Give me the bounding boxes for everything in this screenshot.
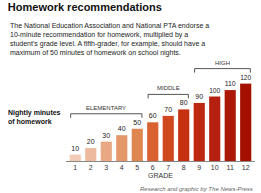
svg-text:60: 60 [149,112,157,119]
svg-text:10: 10 [71,145,79,152]
svg-text:4: 4 [120,164,124,171]
svg-text:HIGH: HIGH [215,60,230,66]
svg-text:5: 5 [135,164,139,171]
svg-text:11: 11 [227,164,234,171]
svg-text:The National Education Associa: The National Education Association and N… [10,22,209,57]
svg-text:120: 120 [240,74,251,81]
svg-text:1: 1 [73,164,77,171]
svg-text:70: 70 [164,106,172,113]
svg-text:30: 30 [102,132,110,139]
svg-text:40: 40 [118,125,126,132]
svg-text:GRADE: GRADE [148,172,173,179]
svg-text:90: 90 [195,93,203,100]
svg-text:100: 100 [209,87,220,94]
svg-text:20: 20 [87,138,95,145]
svg-text:2: 2 [89,164,93,171]
svg-text:3: 3 [104,164,108,171]
svg-text:80: 80 [180,99,188,106]
svg-text:Nightly minutesof homework: Nightly minutesof homework [8,109,61,125]
svg-text:Homework recommendations: Homework recommendations [8,1,162,13]
svg-text:MIDDLE: MIDDLE [157,85,180,91]
svg-text:110: 110 [225,80,236,87]
svg-text:8: 8 [182,164,186,171]
svg-text:Research and graphic by The Ne: Research and graphic by The News-Press [140,186,253,192]
svg-text:12: 12 [242,164,250,171]
svg-text:9: 9 [197,164,201,171]
svg-text:50: 50 [133,119,141,126]
svg-text:ELEMENTARY: ELEMENTARY [86,105,126,111]
svg-text:10: 10 [211,164,219,171]
svg-text:7: 7 [166,164,170,171]
svg-text:6: 6 [151,164,155,171]
